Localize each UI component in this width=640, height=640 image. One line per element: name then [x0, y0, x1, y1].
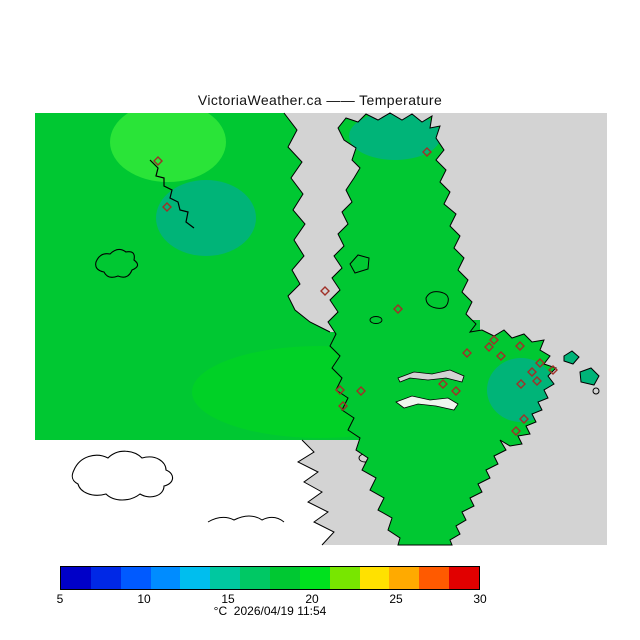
station-marker [451, 386, 461, 396]
station-marker [532, 376, 542, 386]
warm-temperature-patch [110, 113, 226, 182]
station-marker [484, 342, 494, 352]
inlet-coastline [149, 159, 195, 229]
lake-coastline [71, 450, 174, 501]
colorbar-segment [90, 567, 121, 589]
colorbar-tick-label: 25 [389, 592, 403, 606]
colorbar-unit: °C [213, 604, 228, 618]
station-marker [422, 147, 432, 157]
colorbar-tick-labels: 5 10 15 20 25 30 [56, 592, 487, 606]
colorbar-segment [389, 567, 420, 589]
colorbar-segment [150, 567, 181, 589]
station-marker [393, 304, 403, 314]
cool-temperature-patch-west [156, 180, 256, 256]
station-marker [527, 367, 537, 377]
station-marker [515, 341, 525, 351]
coastline-west-shore [283, 112, 331, 333]
colorbar-segment [61, 567, 91, 589]
colorbar-segment [270, 567, 300, 589]
colorbar-timestamp: 2026/04/19 11:54 [233, 604, 327, 618]
station-marker [356, 386, 366, 396]
cool-temperature-patch-east [487, 358, 555, 422]
east-island [579, 367, 600, 386]
colorbar-tick-label: 5 [56, 592, 64, 606]
colorbar [60, 566, 480, 590]
inlet-channel-light [395, 395, 459, 411]
page-title: VictoriaWeather.ca —— Temperature [197, 92, 443, 108]
station-markers [153, 147, 558, 436]
station-marker [519, 414, 529, 424]
colorbar-segment [449, 567, 480, 589]
station-marker [548, 365, 558, 375]
land-coastline [296, 439, 335, 546]
east-islet [592, 387, 600, 395]
colorbar-tick-label: 10 [137, 592, 151, 606]
island-coastline-west [95, 248, 139, 278]
station-marker [338, 401, 348, 411]
colorbar-segment [359, 567, 390, 589]
station-marker [462, 348, 472, 358]
station-marker [511, 426, 521, 436]
tiny-island [369, 316, 383, 324]
colorbar-tick-label: 30 [473, 592, 487, 606]
land-no-data [35, 440, 334, 545]
colorbar-segment [299, 567, 330, 589]
colorbar-segment [329, 567, 360, 589]
station-marker [489, 335, 499, 345]
colorbar-tick-label: 20 [305, 592, 319, 606]
cool-temperature-patch-north [349, 113, 441, 160]
east-island [563, 350, 580, 365]
colorbar-segment [180, 567, 211, 589]
colorbar-tick-label: 15 [221, 592, 235, 606]
colorbar-segment [210, 567, 241, 589]
colorbar-segment [240, 567, 271, 589]
station-marker [496, 351, 506, 361]
colorbar-segment [419, 567, 450, 589]
station-marker [153, 156, 163, 166]
station-marker [438, 379, 448, 389]
station-marker [335, 385, 345, 395]
shore-detail-coastline [207, 515, 285, 523]
inlet-channel [397, 369, 465, 383]
strait-island [349, 254, 370, 274]
station-marker [516, 379, 526, 389]
colorbar-segment [120, 567, 151, 589]
station-marker [162, 202, 172, 212]
lake-ring-coastline [425, 291, 449, 309]
colorbar-caption: °C 2026/04/19 11:54 [60, 604, 480, 618]
station-marker [320, 286, 330, 296]
station-marker [535, 358, 545, 368]
